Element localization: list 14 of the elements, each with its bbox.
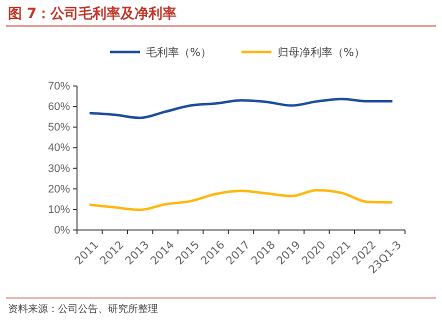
y-tick-label: 60% [48,101,70,114]
legend-label: 毛利率（%） [146,46,212,59]
text: 资料来源：公司公告、研究所整理 [8,303,158,315]
legend-label: 归母净利率（%） [277,46,365,59]
y-tick-label: 50% [48,122,70,134]
y-tick-label: 0% [54,224,70,237]
y-tick-label: 70% [48,80,70,93]
line-series [88,189,394,212]
y-tick-label: 20% [48,183,70,196]
chart-title: 图 7：公司毛利率及净利率 [8,5,177,22]
y-tick-label: 30% [48,162,70,175]
y-tick-label: 40% [48,142,70,154]
y-tick-label: 10% [48,204,70,216]
line-series [88,98,394,120]
